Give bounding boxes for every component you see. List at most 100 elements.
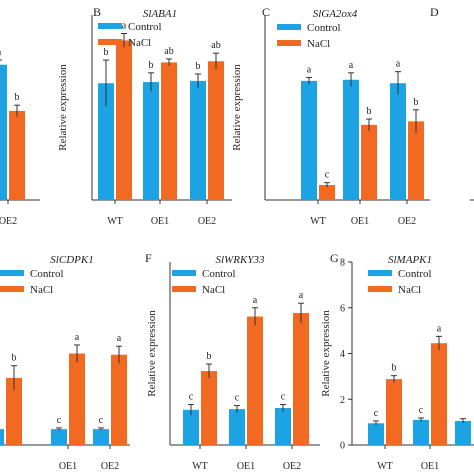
panel-B-xtick-label: OE1	[151, 216, 169, 227]
panel-B-legend-label: Control	[128, 21, 162, 33]
panel-E-xtick-label: OE1	[59, 461, 77, 472]
panel-G-bar-control	[413, 419, 429, 445]
panel-B-bar-control	[143, 82, 159, 200]
panel-G-legend-label: NaCl	[398, 284, 421, 296]
panel-E-legend-label: NaCl	[30, 284, 53, 296]
panel-B-legend-swatch-nacl	[98, 39, 122, 45]
panel-C-sig-letter: a	[349, 60, 354, 71]
panel-C-legend-label: Control	[307, 22, 341, 34]
panel-B-legend-label: NaCl	[128, 37, 151, 49]
panel-B-sig-letter: b	[104, 47, 109, 58]
panel-E-legend-swatch-nacl	[0, 286, 24, 292]
panel-C-legend-label: NaCl	[307, 38, 330, 50]
panel-B-bar-control	[98, 83, 114, 200]
panel-F-sig-letter: a	[299, 290, 304, 301]
panel-F-sig-letter: c	[281, 392, 286, 403]
panel-F-bar-nacl	[201, 371, 217, 445]
panel-G-letter: G	[330, 251, 339, 265]
panel-B-title: SlABA1	[143, 8, 177, 20]
panel-C-bar-control	[301, 80, 317, 200]
panel-G-title: SlMAPK1	[388, 254, 432, 266]
panel-G-ytick-label: 2	[340, 395, 345, 406]
panel-A-bar-control	[0, 64, 7, 200]
panel-G-ytick-label: 8	[340, 258, 345, 269]
panel-E-bar-control	[51, 429, 67, 445]
panel-G-sig-letter: b	[392, 363, 397, 374]
panel-F-bar-control	[229, 409, 245, 445]
panel-F-letter: F	[145, 251, 152, 265]
panel-B-bar-nacl	[116, 40, 132, 200]
panel-E-legend-swatch-control	[0, 270, 24, 276]
panel-F-legend-label: NaCl	[202, 284, 225, 296]
panel-G-bar-control	[368, 423, 384, 445]
panel-C-letter: C	[262, 5, 270, 19]
panel-C-sig-letter: a	[307, 64, 312, 75]
panel-G-ytick-label: 4	[340, 349, 345, 360]
panel-F-bar-control	[275, 408, 291, 445]
panel-G-legend-swatch-nacl	[368, 286, 392, 292]
panel-B-sig-letter: b	[149, 60, 154, 71]
panel-C-ylabel: Relative expression	[231, 64, 243, 151]
panel-C-sig-letter: a	[396, 59, 401, 70]
panel-A-sig-letter: a	[0, 47, 2, 58]
panel-F-bar-nacl	[293, 313, 309, 445]
panel-B-legend-swatch-control	[98, 23, 122, 29]
panel-C-xtick-label: OE1	[351, 216, 369, 227]
panel-G-legend-label: Control	[398, 268, 432, 280]
panel-C-sig-letter: b	[367, 106, 372, 117]
panel-F-xtick-label: WT	[192, 461, 208, 472]
panel-B-sig-letter: a	[122, 21, 127, 32]
panel-B-bar-control	[190, 80, 206, 200]
panel-E-bar-nacl	[111, 354, 127, 445]
panel-F-legend-label: Control	[202, 268, 236, 280]
panel-C-bar-nacl	[319, 184, 335, 200]
panel-C-bar-control	[343, 79, 359, 200]
panel-C-legend-swatch-control	[277, 24, 301, 30]
panel-G-sig-letter: c	[374, 408, 379, 419]
panel-B-ylabel: Relative expression	[57, 64, 69, 151]
panel-F-legend-swatch-nacl	[172, 286, 196, 292]
panel-G-ylabel: Relative expression	[320, 310, 332, 397]
panel-A-xtick-label: OE2	[0, 216, 17, 227]
panel-E-legend-label: Control	[30, 268, 64, 280]
panel-E-sig-letter: a	[117, 333, 122, 344]
panel-G-ytick-label: 0	[340, 441, 345, 452]
panel-F-sig-letter: a	[253, 295, 258, 306]
panel-G-bar-nacl	[386, 379, 402, 445]
panel-F-sig-letter: b	[207, 351, 212, 362]
panel-E-sig-letter: c	[99, 415, 104, 426]
panel-G-sig-letter: a	[437, 323, 442, 334]
panel-F-xtick-label: OE1	[237, 461, 255, 472]
panel-G-sig-letter: c	[419, 405, 424, 416]
panel-G-legend-swatch-control	[368, 270, 392, 276]
panel-E-bar-nacl	[69, 353, 85, 445]
panel-F-bar-control	[183, 409, 199, 445]
panel-C-bar-control	[390, 83, 406, 200]
panel-B-sig-letter: ab	[164, 46, 173, 57]
panel-E-bar-control	[0, 429, 4, 445]
panel-C-legend-swatch-nacl	[277, 40, 301, 46]
panel-E-bar-nacl	[6, 377, 22, 445]
panel-B-letter: B	[93, 5, 101, 19]
panel-E-sig-letter: c	[57, 415, 62, 426]
panel-C-bar-nacl	[408, 121, 424, 200]
panel-C-xtick-label: WT	[310, 216, 326, 227]
panel-C-bar-nacl	[361, 124, 377, 200]
panel-G-ytick-label: 6	[340, 303, 345, 314]
panel-F-legend-swatch-control	[172, 270, 196, 276]
panel-F-ylabel: Relative expression	[146, 310, 158, 397]
panel-E-xtick-label: OE2	[101, 461, 119, 472]
panel-G-bar-control	[455, 420, 471, 445]
panel-G-xtick-label: WT	[377, 461, 393, 472]
panel-F-sig-letter: c	[189, 392, 194, 403]
panel-B-bar-nacl	[161, 62, 177, 200]
panel-C-title: SlGA2ox4	[313, 8, 358, 20]
panel-G-bar-nacl	[431, 343, 447, 445]
panel-E-title: SlCDPK1	[50, 254, 93, 266]
panel-A-sig-letter: b	[15, 92, 20, 103]
panel-E-sig-letter: a	[75, 332, 80, 343]
panel-C-xtick-label: OE2	[398, 216, 416, 227]
panel-F-title: SlWRKY33	[216, 254, 265, 266]
panel-F-xtick-label: OE2	[283, 461, 301, 472]
panel-D-letter: D	[430, 5, 439, 19]
